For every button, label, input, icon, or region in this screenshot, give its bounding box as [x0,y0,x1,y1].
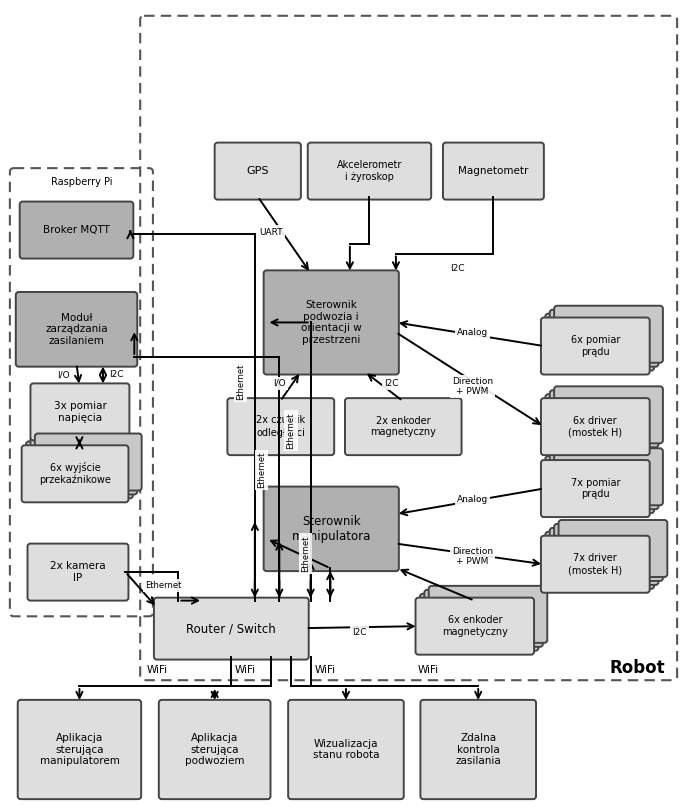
Text: Aplikacja
sterująca
manipulatorem: Aplikacja sterująca manipulatorem [40,733,120,766]
FancyBboxPatch shape [214,143,301,200]
Text: Zdalna
kontrola
zasilania: Zdalna kontrola zasilania [455,733,501,766]
Text: 2x enkoder
magnetyczny: 2x enkoder magnetyczny [370,416,436,437]
FancyBboxPatch shape [559,520,667,577]
FancyBboxPatch shape [550,390,659,448]
FancyBboxPatch shape [264,270,399,375]
Text: Robot: Robot [610,659,665,676]
Text: WiFi: WiFi [234,665,256,676]
FancyBboxPatch shape [264,487,399,571]
Text: Analog: Analog [457,495,488,504]
FancyBboxPatch shape [429,586,548,643]
Text: WiFi: WiFi [146,665,168,676]
FancyBboxPatch shape [554,448,663,505]
FancyBboxPatch shape [541,398,650,455]
Text: I2C: I2C [109,370,124,379]
FancyBboxPatch shape [541,536,650,593]
Text: WiFi: WiFi [315,665,336,676]
Text: Analog: Analog [457,328,488,337]
FancyBboxPatch shape [420,700,536,799]
FancyBboxPatch shape [545,394,654,451]
Text: WiFi: WiFi [418,665,439,676]
Text: Router / Switch: Router / Switch [186,622,276,635]
FancyBboxPatch shape [550,453,659,509]
FancyBboxPatch shape [545,314,654,371]
Text: 6x driver
(mostek H): 6x driver (mostek H) [568,416,622,437]
FancyBboxPatch shape [420,594,539,650]
Text: I/O: I/O [273,379,286,388]
Text: 6x wyjście
przekaźnikowe: 6x wyjście przekaźnikowe [39,462,111,486]
FancyBboxPatch shape [550,310,659,367]
FancyBboxPatch shape [554,524,663,581]
Text: Broker MQTT: Broker MQTT [43,225,110,235]
Text: Raspberry Pi: Raspberry Pi [51,177,112,187]
Text: UART: UART [260,228,283,237]
Text: Ethernet: Ethernet [236,363,245,400]
Text: Sterownik
podwozia i
orientacji w
przestrzeni: Sterownik podwozia i orientacji w przest… [301,300,361,345]
Text: 2x kamera
IP: 2x kamera IP [50,561,106,583]
Text: I2C: I2C [384,379,398,388]
Text: Ethernet: Ethernet [286,412,295,448]
Text: I2C: I2C [451,264,465,272]
FancyBboxPatch shape [545,456,654,513]
Text: Magnetometr: Magnetometr [458,166,528,176]
FancyBboxPatch shape [545,532,654,589]
FancyBboxPatch shape [541,460,650,517]
FancyBboxPatch shape [154,598,308,659]
Text: Ethernet: Ethernet [146,581,182,590]
FancyBboxPatch shape [554,386,663,444]
FancyBboxPatch shape [416,598,534,654]
FancyBboxPatch shape [345,398,462,455]
FancyBboxPatch shape [20,202,133,259]
Text: I/O: I/O [58,370,70,379]
Text: Moduł
zarządzania
zasilaniem: Moduł zarządzania zasilaniem [45,313,108,346]
FancyBboxPatch shape [554,306,663,363]
Text: 6x pomiar
prądu: 6x pomiar prądu [571,335,620,357]
Text: 3x pomiar
napięcia: 3x pomiar napięcia [54,401,106,423]
FancyBboxPatch shape [308,143,431,200]
Text: Direction
+ PWM: Direction + PWM [452,547,493,566]
Text: 2x czujnik
odległości: 2x czujnik odległości [256,415,305,438]
Text: GPS: GPS [247,166,269,176]
FancyBboxPatch shape [425,590,543,647]
FancyBboxPatch shape [30,384,129,440]
Text: 7x driver
(mostek H): 7x driver (mostek H) [568,553,622,575]
Text: 6x enkoder
magnetyczny: 6x enkoder magnetyczny [442,616,508,637]
FancyBboxPatch shape [550,528,659,585]
FancyBboxPatch shape [227,398,334,455]
FancyBboxPatch shape [35,434,142,491]
FancyBboxPatch shape [22,445,128,502]
FancyBboxPatch shape [541,318,650,375]
Text: 7x pomiar
prądu: 7x pomiar prądu [571,478,620,500]
FancyBboxPatch shape [16,292,137,367]
Text: Sterownik
manipulatora: Sterownik manipulatora [291,515,371,543]
Text: Akcelerometr
i żyroskop: Akcelerometr i żyroskop [337,161,402,182]
FancyBboxPatch shape [30,437,137,495]
Text: Ethernet: Ethernet [257,452,266,488]
FancyBboxPatch shape [18,700,141,799]
FancyBboxPatch shape [443,143,544,200]
Text: Ethernet: Ethernet [302,535,311,572]
FancyBboxPatch shape [27,543,128,601]
Text: Wizualizacja
stanu robota: Wizualizacja stanu robota [313,739,379,760]
Text: Direction
+ PWM: Direction + PWM [452,376,493,396]
FancyBboxPatch shape [159,700,271,799]
FancyBboxPatch shape [26,441,133,499]
Text: Aplikacja
sterująca
podwoziem: Aplikacja sterująca podwoziem [185,733,245,766]
FancyBboxPatch shape [288,700,404,799]
Text: I2C: I2C [352,628,367,637]
